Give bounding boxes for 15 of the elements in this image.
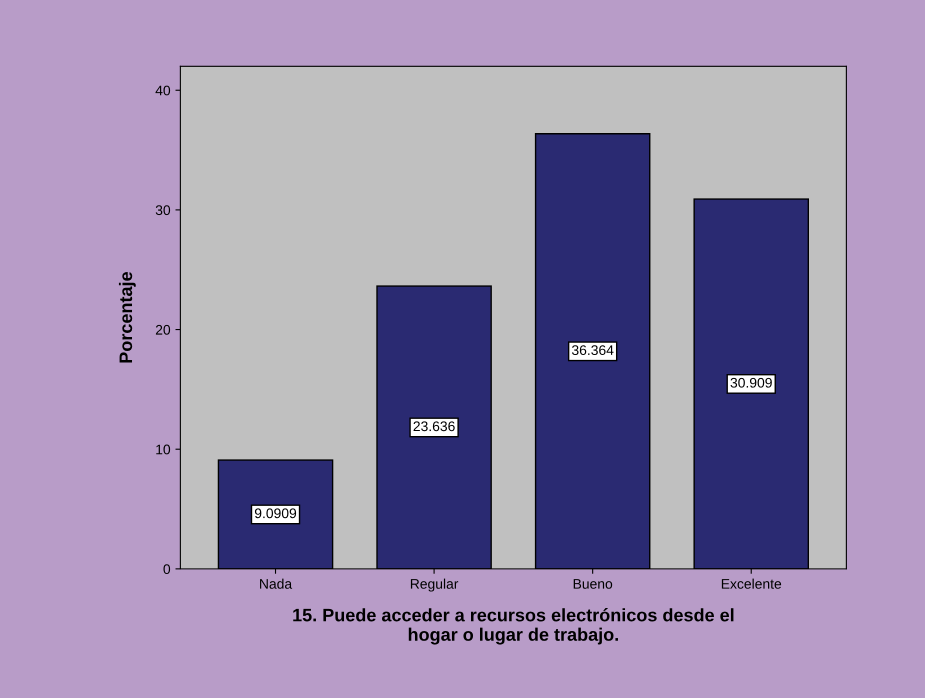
y-axis-title: Porcentaje	[118, 272, 136, 363]
y-tick-label: 30	[156, 205, 170, 216]
y-tick-label: 40	[156, 86, 170, 96]
y-tick-label: 0	[163, 564, 170, 574]
y-tick-label: 20	[156, 324, 170, 335]
data-label: 9.0909	[254, 508, 296, 518]
x-axis-title: 15. Puede acceder a recursos electrónicos desde el hogar o lugar de trabajo.	[293, 608, 734, 645]
data-label: 30.909	[730, 378, 772, 388]
x-tick-label: Excelente	[722, 578, 782, 589]
data-label: 36.364	[572, 345, 614, 356]
x-tick-label: Regular	[410, 578, 458, 592]
x-tick-label: Bueno	[574, 579, 612, 589]
y-tick-label: 10	[156, 444, 170, 454]
x-tick-label: Nada	[260, 578, 292, 589]
data-label: 23.636	[414, 421, 455, 432]
